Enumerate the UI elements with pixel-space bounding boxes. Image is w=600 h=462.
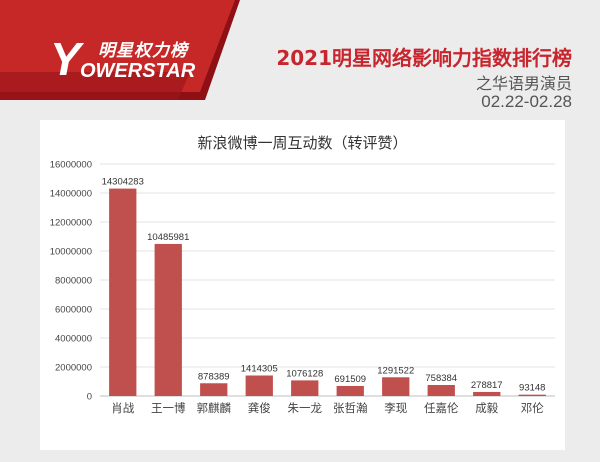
y-tick-label: 4000000 <box>55 334 92 345</box>
page-subtitle: 之华语男演员 <box>475 74 572 93</box>
logo-chinese: 明星权力榜 <box>98 41 188 61</box>
bar <box>291 380 319 396</box>
data-label: 691509 <box>334 374 366 385</box>
x-tick-label: 郭麒麟 <box>197 401 232 415</box>
data-label: 14304283 <box>102 177 144 188</box>
y-tick-label: 2000000 <box>55 363 92 374</box>
y-tick-label: 6000000 <box>55 305 92 316</box>
y-tick-label: 8000000 <box>55 276 92 287</box>
header-banner: Y 明星权力榜 OWERSTAR 2021明星网络影响力指数排行榜 之华语男演员… <box>0 0 600 118</box>
bar <box>336 385 364 396</box>
data-label: 1291522 <box>377 365 414 376</box>
banner-background <box>0 0 600 118</box>
x-tick-label: 成毅 <box>475 401 498 415</box>
bar <box>518 394 546 396</box>
bar <box>154 243 182 396</box>
powerstar-logo: Y 明星权力榜 OWERSTAR <box>50 33 200 92</box>
page-title: 2021明星网络影响力指数排行榜 <box>276 46 572 70</box>
logo-letter: Y <box>50 33 81 85</box>
x-tick-label: 李现 <box>384 401 407 415</box>
x-tick-label: 王一博 <box>151 401 186 415</box>
chart-title: 新浪微博一周互动数（转评赞） <box>197 134 408 152</box>
bar <box>473 391 501 396</box>
x-tick-label: 任嘉伦 <box>424 401 459 415</box>
chart-card: 新浪微博一周互动数（转评赞） 0 2000000 4000000 6000000 800… <box>40 120 565 450</box>
x-tick-label: 龚俊 <box>248 401 271 415</box>
x-tick-label: 朱一龙 <box>288 401 323 415</box>
y-tick-label: 16000000 <box>50 160 92 171</box>
bar <box>245 375 273 396</box>
y-tick-label: 0 <box>87 392 92 403</box>
data-label: 878389 <box>198 371 230 382</box>
bar-chart: 0 2000000 4000000 6000000 8000000 10000000 120… <box>50 160 555 415</box>
data-label: 1076128 <box>286 368 323 379</box>
x-tick-label: 肖战 <box>111 401 134 415</box>
logo-english: OWERSTAR <box>80 60 196 82</box>
bar <box>382 377 410 396</box>
y-tick-label: 12000000 <box>50 218 92 229</box>
data-label: 278817 <box>471 380 503 391</box>
y-tick-label: 14000000 <box>50 189 92 200</box>
data-label: 758384 <box>425 373 457 384</box>
data-label: 1414305 <box>241 363 278 374</box>
x-tick-label: 张哲瀚 <box>333 401 368 415</box>
data-label: 93148 <box>519 383 545 394</box>
data-label: 10485981 <box>147 232 189 243</box>
bar <box>109 188 137 396</box>
x-tick-label: 邓伦 <box>521 401 544 415</box>
y-tick-label: 10000000 <box>50 247 92 258</box>
bar <box>427 385 455 396</box>
date-range: 02.22-02.28 <box>481 92 572 111</box>
bar <box>200 383 228 396</box>
